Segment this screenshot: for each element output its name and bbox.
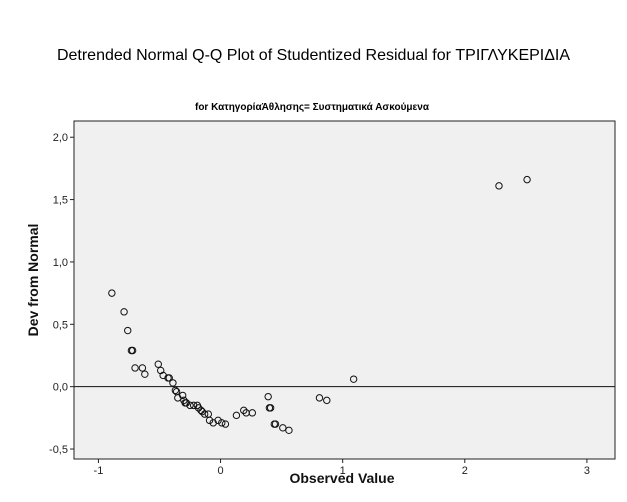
data-point	[120, 308, 128, 316]
data-point	[279, 424, 287, 432]
data-point	[198, 407, 206, 416]
x-tick-label: 0	[217, 465, 223, 477]
y-tick-label: 1,5	[53, 195, 68, 207]
x-tick-label: 3	[584, 465, 590, 477]
data-point	[266, 404, 275, 412]
data-point	[178, 391, 187, 400]
data-point	[182, 399, 191, 407]
data-point	[264, 392, 272, 401]
plot-area	[73, 120, 616, 460]
data-point	[218, 419, 226, 427]
y-tick-label: -0,5	[49, 444, 68, 456]
y-axis: -0,5 0,0 0,5 1,0 1,5 2,0	[49, 132, 74, 456]
data-point	[323, 396, 331, 405]
data-point	[154, 360, 162, 368]
data-point	[165, 374, 173, 382]
data-point	[194, 404, 203, 412]
data-point	[171, 386, 180, 395]
data-point	[315, 394, 324, 402]
data-point	[108, 289, 116, 297]
x-tick-label: 1	[340, 465, 346, 477]
data-point	[495, 182, 503, 190]
x-axis: -1 0 1 2 3	[94, 459, 590, 477]
data-point	[248, 409, 256, 417]
data-point	[523, 175, 531, 184]
data-point	[131, 364, 139, 372]
y-tick-label: 0,0	[53, 382, 68, 394]
x-tick-label: -1	[94, 465, 104, 477]
data-point	[271, 420, 280, 428]
data-point	[141, 370, 149, 378]
data-point	[285, 426, 293, 435]
data-point	[128, 346, 137, 355]
x-tick-label: 2	[462, 465, 468, 477]
y-tick-label: 0,5	[53, 319, 68, 331]
data-point	[200, 410, 209, 418]
data-point	[197, 406, 205, 415]
data-point	[138, 364, 147, 372]
data-point	[205, 416, 214, 425]
chart-subtitle: for ΚατηγορίαΆθλησης= Συστηματικά Ασκούμ…	[195, 102, 430, 113]
data-point	[186, 401, 194, 410]
data-point	[124, 326, 132, 335]
data-point	[214, 416, 222, 425]
x-axis-title: Observed Value	[289, 470, 394, 486]
data-point	[349, 375, 358, 383]
data-point	[232, 411, 241, 420]
y-tick-label: 2,0	[53, 132, 68, 144]
data-points	[108, 175, 531, 435]
y-axis-title: Dev from Normal	[25, 224, 41, 337]
data-point	[169, 379, 177, 387]
data-point	[240, 406, 248, 415]
y-tick-label: 1,0	[53, 257, 68, 269]
data-point	[221, 420, 230, 428]
chart-title: Detrended Normal Q-Q Plot of Studentized…	[56, 47, 571, 64]
